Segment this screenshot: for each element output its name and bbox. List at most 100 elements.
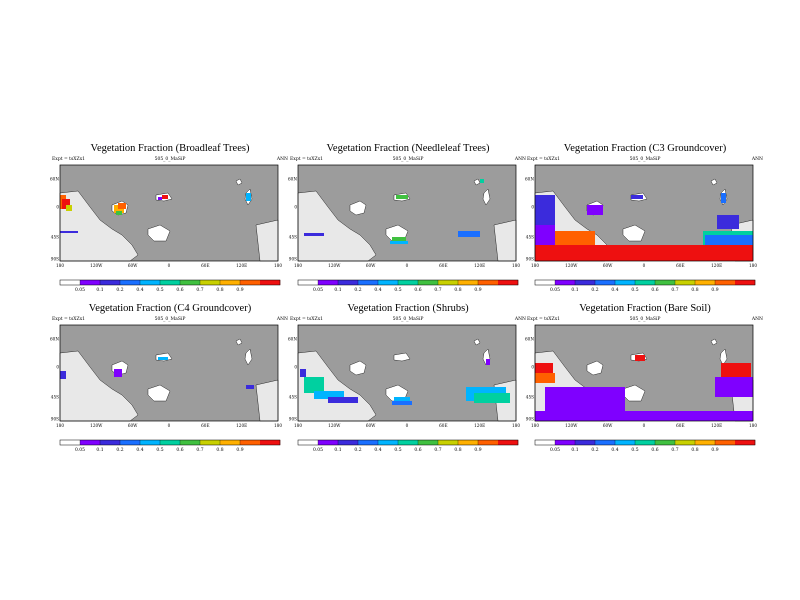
colorbar-swatch <box>338 440 359 445</box>
colorbar-tick-label: 0.7 <box>196 287 203 293</box>
lon-tick-label: 0 <box>406 263 409 268</box>
colorbar-swatch <box>100 280 121 285</box>
colorbar-tick-label: 0.7 <box>434 447 441 453</box>
colorbar-frame <box>59 279 281 286</box>
colorbar-tick-label: 0.7 <box>671 287 678 293</box>
fraction-cell <box>715 377 753 397</box>
colorbar-tick-label: 0.8 <box>454 447 461 453</box>
fraction-cell <box>390 241 408 244</box>
colorbar-swatch <box>318 440 339 445</box>
lon-tick-label: 120W <box>328 263 341 268</box>
colorbar-swatch <box>655 280 676 285</box>
lat-tick-label: 45S <box>526 235 534 240</box>
lat-tick-label: 90S <box>526 417 534 422</box>
colorbar-tick-label: 0.9 <box>474 287 481 293</box>
colorbar-swatch <box>695 440 716 445</box>
lat-tick-label: 60N <box>288 337 297 342</box>
fraction-cell <box>392 237 406 242</box>
lon-tick-label: 180 <box>531 263 539 268</box>
colorbar-swatch <box>735 280 756 285</box>
lon-tick-label: 0 <box>168 263 171 268</box>
island <box>235 338 243 346</box>
colorbar-swatch <box>535 440 556 445</box>
colorbar-swatch <box>555 280 576 285</box>
fraction-cell <box>62 199 70 209</box>
lon-tick-label: 180 <box>294 263 302 268</box>
panel-c3-groundcover: Vegetation Fraction (C3 Groundcover) Exp… <box>525 143 765 303</box>
colorbar-swatch <box>160 280 181 285</box>
fraction-cell <box>118 203 126 209</box>
colorbar-tick-label: 0.5 <box>394 287 401 293</box>
season-label: ANN <box>751 317 763 322</box>
colorbar-tick-label: 0.9 <box>236 287 243 293</box>
case-label: 505_0_MaSiP <box>392 157 424 162</box>
lon-tick-label: 180 <box>512 423 520 428</box>
colorbar-swatch <box>595 440 616 445</box>
panel-shrubs: Vegetation Fraction (Shrubs) Expt = tsXZ… <box>288 303 528 463</box>
colorbar: 0.05 0.1 0.2 0.4 0.5 0.6 0.7 0.8 0.9 <box>297 279 519 293</box>
fraction-cell <box>314 391 344 399</box>
case-label: 505_0_MaSiP <box>154 157 186 162</box>
map-frame <box>59 324 279 422</box>
lon-tick-label: 120E <box>711 423 722 428</box>
colorbar-swatch <box>498 440 519 445</box>
expt-label: Expt = tsXZx1 <box>52 157 85 162</box>
colorbar-swatch <box>635 440 656 445</box>
colorbar: 0.05 0.1 0.2 0.4 0.5 0.6 0.7 0.8 0.9 <box>534 439 756 453</box>
colorbar-tick-label: 0.05 <box>313 287 323 293</box>
colorbar-tick-label: 0.5 <box>156 287 163 293</box>
colorbar-swatch <box>140 440 161 445</box>
lat-tick-label: 45S <box>289 235 297 240</box>
case-label: 505_0_MaSiP <box>629 157 661 162</box>
fraction-cell <box>705 235 753 245</box>
colorbar: 0.05 0.1 0.2 0.4 0.5 0.6 0.7 0.8 0.9 <box>534 279 756 293</box>
colorbar-tick-label: 0.8 <box>216 287 223 293</box>
lon-tick-label: 60E <box>676 423 684 428</box>
lon-tick-label: 120E <box>236 423 247 428</box>
lat-tick-label: 0 <box>294 365 297 370</box>
landmass-east <box>493 219 517 262</box>
colorbar-swatch <box>318 280 339 285</box>
colorbar-tick-label: 0.05 <box>313 447 323 453</box>
lon-tick-label: 180 <box>531 423 539 428</box>
colorbar-swatch <box>478 440 499 445</box>
panel-bare-soil: Vegetation Fraction (Bare Soil) Expt = t… <box>525 303 765 463</box>
colorbar-swatch <box>120 440 141 445</box>
fraction-cell <box>545 387 625 413</box>
colorbar-tick-label: 0.2 <box>354 287 361 293</box>
lat-tick-label: 45S <box>51 395 59 400</box>
island <box>244 348 253 366</box>
island <box>235 178 243 186</box>
lon-tick-label: 60E <box>676 263 684 268</box>
fraction-cell <box>486 359 490 365</box>
colorbar-frame <box>534 279 756 286</box>
fraction-cell <box>66 205 72 211</box>
island <box>719 348 728 366</box>
expt-label: Expt = tsXZx1 <box>527 317 560 322</box>
fraction-cell <box>535 363 553 373</box>
lon-tick-label: 180 <box>56 423 64 428</box>
fraction-cell <box>394 397 410 403</box>
colorbar-tick-label: 0.7 <box>434 287 441 293</box>
colorbar-swatch <box>595 280 616 285</box>
colorbar-swatch <box>260 280 281 285</box>
colorbar-swatch <box>418 440 439 445</box>
colorbar-tick-label: 0.4 <box>136 287 143 293</box>
lon-tick-label: 180 <box>274 263 282 268</box>
lon-tick-label: 120E <box>474 263 485 268</box>
fraction-cell <box>60 371 66 379</box>
colorbar-tick-label: 0.4 <box>611 447 618 453</box>
lon-tick-label: 60E <box>201 263 209 268</box>
map-frame <box>59 164 279 262</box>
lon-tick-label: 120W <box>565 263 578 268</box>
colorbar-swatch <box>260 440 281 445</box>
colorbar-swatch <box>458 440 479 445</box>
lat-tick-label: 60N <box>50 177 59 182</box>
lon-tick-label: 120W <box>90 423 103 428</box>
lon-tick-label: 60E <box>201 423 209 428</box>
lon-tick-label: 60W <box>366 423 376 428</box>
colorbar-swatch <box>378 440 399 445</box>
colorbar-swatch <box>615 440 636 445</box>
colorbar-swatch <box>635 280 656 285</box>
